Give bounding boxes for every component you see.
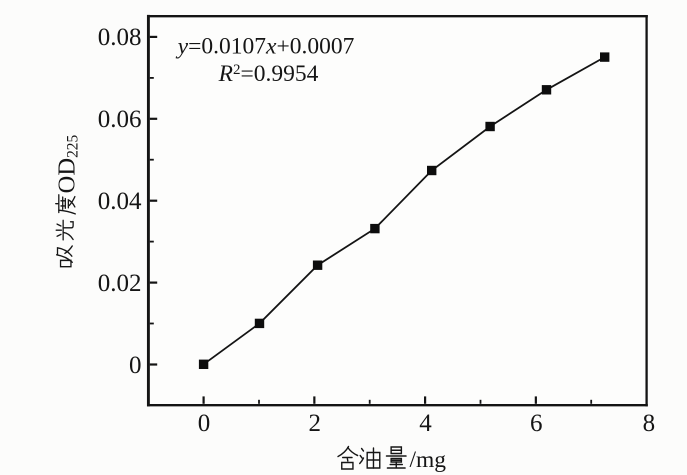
svg-text:2: 2 [308,410,321,437]
svg-text:4: 4 [419,410,432,437]
svg-text:0.02: 0.02 [98,270,142,297]
svg-text:0.06: 0.06 [98,106,142,133]
svg-text:y=0.0107x+0.0007: y=0.0107x+0.0007 [176,34,355,60]
svg-text:0: 0 [198,410,211,437]
svg-text:R2=0.9954: R2=0.9954 [218,61,319,87]
svg-text:/mg: /mg [410,447,447,473]
svg-text:0.08: 0.08 [98,24,142,51]
svg-text:6: 6 [530,410,543,437]
svg-text:0.04: 0.04 [98,188,142,215]
svg-text:0: 0 [129,352,142,379]
svg-text:8: 8 [643,410,656,437]
